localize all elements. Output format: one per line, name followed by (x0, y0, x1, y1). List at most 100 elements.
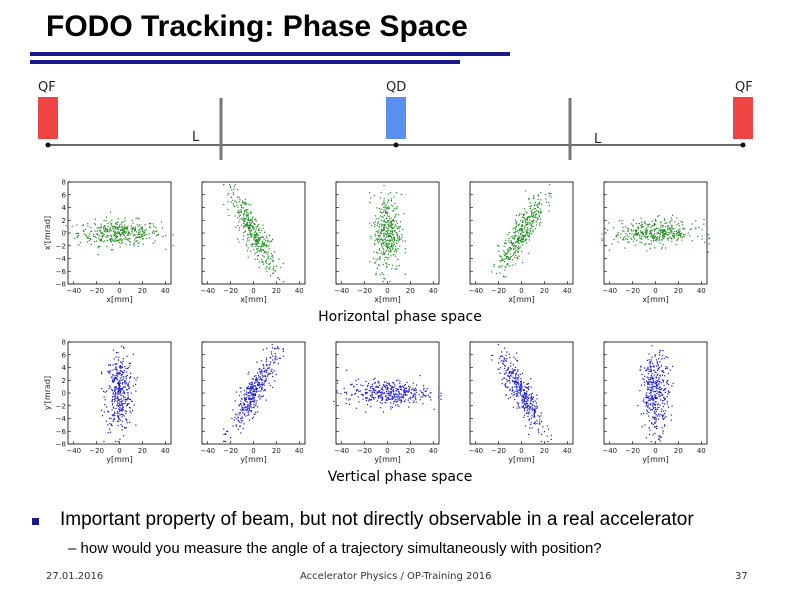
scatter-point (247, 411, 249, 413)
scatter-point (392, 389, 394, 392)
scatter-point (385, 390, 388, 393)
scatter-point (94, 224, 96, 226)
scatter-point (253, 228, 255, 230)
scatter-point (257, 381, 260, 383)
scatter-point (666, 403, 668, 405)
scatter-point (528, 394, 531, 396)
scatter-point (661, 230, 663, 232)
scatter-point (128, 403, 130, 405)
scatter-point (655, 397, 657, 400)
scatter-point (386, 215, 388, 217)
scatter-point (385, 226, 387, 228)
scatter-point (391, 406, 394, 408)
scatter-point (506, 369, 509, 371)
scatter-point (376, 392, 379, 394)
scatter-point (429, 396, 431, 398)
scatter-point (413, 394, 415, 396)
scatter-point (382, 250, 384, 253)
scatter-point (138, 218, 140, 220)
scatter-point (656, 404, 658, 406)
scatter-point (348, 403, 351, 405)
scatter-point (381, 232, 383, 234)
scatter-point (640, 224, 642, 226)
scatter-point (656, 425, 658, 427)
scatter-point (655, 381, 657, 384)
scatter-point (641, 373, 643, 376)
scatter-point (113, 398, 116, 401)
scatter-point (522, 396, 524, 398)
scatter-point (375, 238, 378, 240)
scatter-point (530, 227, 532, 229)
scatter-point (380, 208, 382, 210)
scatter-point (129, 365, 131, 367)
scatter-point (504, 386, 507, 388)
scatter-point (652, 240, 654, 243)
scatter-point (254, 239, 256, 242)
scatter-point (503, 254, 505, 256)
scatter-point (269, 275, 272, 277)
scatter-point (254, 391, 256, 393)
scatter-point (661, 400, 664, 402)
y-tick-label: −4 (56, 255, 67, 263)
horizontal-plot-5: −40 −20 0 20 40x[mm] (601, 181, 710, 304)
scatter-point (111, 381, 114, 383)
scatter-point (519, 388, 521, 390)
scatter-point (384, 386, 387, 389)
scatter-point (114, 368, 116, 371)
x-tick-label: −20 (223, 287, 238, 295)
scatter-point (662, 226, 664, 228)
scatter-point (499, 355, 502, 358)
scatter-point (516, 390, 519, 392)
scatter-point (524, 397, 526, 399)
scatter-point (507, 397, 510, 400)
scatter-point (524, 385, 526, 388)
scatter-point (514, 366, 517, 368)
scatter-point (505, 372, 507, 374)
scatter-point (255, 375, 257, 377)
scatter-point (646, 376, 648, 378)
x-axis-label: y[mm] (508, 455, 535, 464)
scatter-point (248, 229, 251, 232)
scatter-points (369, 184, 406, 283)
scatter-point (380, 238, 383, 240)
scatter-point (261, 229, 263, 232)
scatter-point (122, 371, 124, 374)
scatter-point (503, 367, 506, 369)
scatter-point (247, 247, 249, 249)
scatter-point (252, 378, 255, 380)
scatter-point (394, 384, 396, 386)
scatter-point (101, 240, 103, 242)
scatter-point (664, 222, 666, 224)
scatter-point (530, 422, 532, 424)
scatter-point (517, 236, 519, 238)
scatter-point (548, 210, 550, 212)
scatter-point (127, 234, 129, 237)
scatter-point (379, 215, 382, 217)
scatter-point (250, 386, 252, 388)
x-tick-label: 20 (272, 447, 281, 455)
scatter-point (237, 188, 239, 191)
scatter-point (533, 414, 535, 416)
scatter-point (426, 387, 428, 390)
x-tick-label: 0 (653, 447, 657, 455)
scatter-point (253, 249, 255, 251)
scatter-point (384, 224, 386, 226)
scatter-point (119, 419, 121, 421)
scatter-point (138, 225, 140, 227)
scatter-point (87, 237, 89, 239)
scatter-point (642, 225, 644, 228)
scatter-point (383, 229, 385, 231)
scatter-point (675, 230, 678, 232)
scatter-point (517, 251, 519, 253)
scatter-point (394, 224, 396, 226)
scatter-point (364, 388, 366, 391)
scatter-point (652, 224, 654, 227)
plot-frame (201, 341, 306, 445)
scatter-point (383, 206, 385, 208)
scatter-point (76, 235, 78, 237)
scatter-point (425, 390, 427, 392)
scatter-point (250, 233, 252, 236)
scatter-point (649, 379, 651, 381)
scatter-point (110, 230, 112, 232)
scatter-point (414, 389, 416, 391)
